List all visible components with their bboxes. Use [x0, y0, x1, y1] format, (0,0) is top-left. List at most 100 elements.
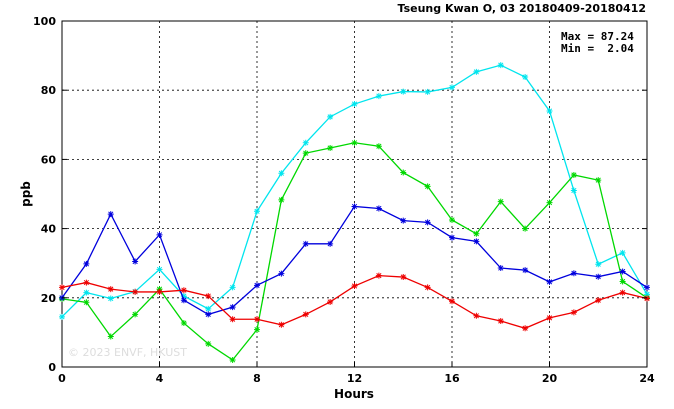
- data-point: [424, 284, 431, 291]
- data-point: [132, 288, 139, 295]
- data-point: [570, 270, 577, 277]
- data-point: [546, 278, 553, 285]
- data-point: [302, 240, 309, 247]
- data-point: [400, 274, 407, 281]
- data-point: [424, 88, 431, 95]
- data-point: [327, 240, 334, 247]
- data-point: [327, 113, 334, 120]
- series-4: [59, 272, 650, 332]
- data-point: [83, 289, 90, 296]
- data-point: [254, 208, 260, 215]
- x-axis-label: Hours: [334, 387, 374, 401]
- data-point: [351, 203, 358, 210]
- data-point: [229, 284, 236, 291]
- y-tick-label: 20: [41, 292, 57, 305]
- data-point: [570, 187, 577, 194]
- data-point: [497, 265, 504, 272]
- data-point: [473, 230, 480, 237]
- series-3: [59, 203, 650, 318]
- watermark: © 2023 ENVF, HKUST: [68, 346, 187, 359]
- data-point: [205, 340, 212, 347]
- data-point: [375, 143, 382, 150]
- data-point: [205, 293, 212, 300]
- data-point: [375, 205, 382, 212]
- x-tick-labels: 0 4 8 12 16 20 24: [58, 362, 655, 385]
- data-point: [229, 356, 236, 363]
- data-point: [570, 309, 577, 316]
- y-axis-label: ppb: [19, 181, 33, 207]
- data-point: [254, 326, 260, 333]
- data-point: [327, 298, 334, 305]
- data-point: [473, 238, 480, 245]
- data-point: [400, 217, 407, 224]
- data-point: [302, 139, 309, 146]
- data-point: [156, 288, 163, 295]
- data-point: [278, 321, 285, 328]
- data-point: [278, 170, 285, 177]
- data-point: [278, 270, 285, 277]
- data-point: [570, 171, 577, 178]
- data-point: [180, 320, 187, 327]
- x-tick-label: 4: [156, 372, 164, 385]
- data-point: [278, 196, 285, 203]
- max-stat: Max = 87.24: [561, 30, 634, 43]
- data-point: [497, 62, 504, 69]
- data-point: [107, 286, 114, 293]
- min-stat: Min = 2.04: [561, 42, 634, 55]
- data-point: [473, 312, 480, 319]
- data-point: [546, 107, 553, 114]
- x-tick-label: 12: [347, 372, 362, 385]
- data-point: [595, 297, 602, 304]
- data-point: [595, 273, 602, 280]
- data-point: [132, 258, 139, 265]
- data-point: [619, 268, 626, 275]
- data-point: [156, 266, 163, 273]
- y-tick-label: 80: [41, 84, 57, 97]
- y-tick-label: 40: [41, 223, 57, 236]
- data-point: [229, 304, 236, 311]
- data-point: [351, 283, 358, 290]
- data-point: [644, 291, 650, 298]
- data-point: [83, 279, 90, 286]
- x-tick-label: 0: [58, 372, 66, 385]
- data-point: [107, 333, 114, 340]
- data-point: [424, 219, 431, 226]
- x-tick-label: 8: [253, 372, 261, 385]
- data-point: [351, 139, 358, 146]
- data-point: [522, 267, 529, 274]
- data-point: [180, 297, 187, 304]
- x-tick-label: 20: [542, 372, 558, 385]
- data-point: [619, 289, 626, 296]
- data-point: [619, 249, 626, 256]
- data-point: [83, 299, 90, 306]
- data-point: [254, 316, 260, 323]
- data-point: [497, 317, 504, 324]
- series-layer: [59, 62, 650, 363]
- data-point: [180, 293, 187, 300]
- series-1: [59, 62, 650, 320]
- data-point: [644, 295, 650, 302]
- data-point: [229, 316, 236, 323]
- data-point: [107, 295, 114, 302]
- x-tick-label: 24: [639, 372, 655, 385]
- data-point: [302, 150, 309, 157]
- data-point: [59, 284, 65, 291]
- data-point: [327, 144, 334, 151]
- data-point: [180, 287, 187, 294]
- data-point: [156, 231, 163, 238]
- x-tick-label: 16: [444, 372, 460, 385]
- data-point: [522, 225, 529, 232]
- data-point: [449, 234, 455, 241]
- data-point: [107, 211, 114, 218]
- data-point: [302, 311, 309, 318]
- data-point: [205, 311, 212, 318]
- data-point: [449, 298, 455, 305]
- data-point: [595, 261, 602, 268]
- data-point: [522, 74, 529, 81]
- data-point: [400, 169, 407, 176]
- y-tick-label: 100: [33, 15, 56, 28]
- data-point: [83, 260, 90, 267]
- data-point: [132, 311, 139, 318]
- data-point: [254, 282, 260, 289]
